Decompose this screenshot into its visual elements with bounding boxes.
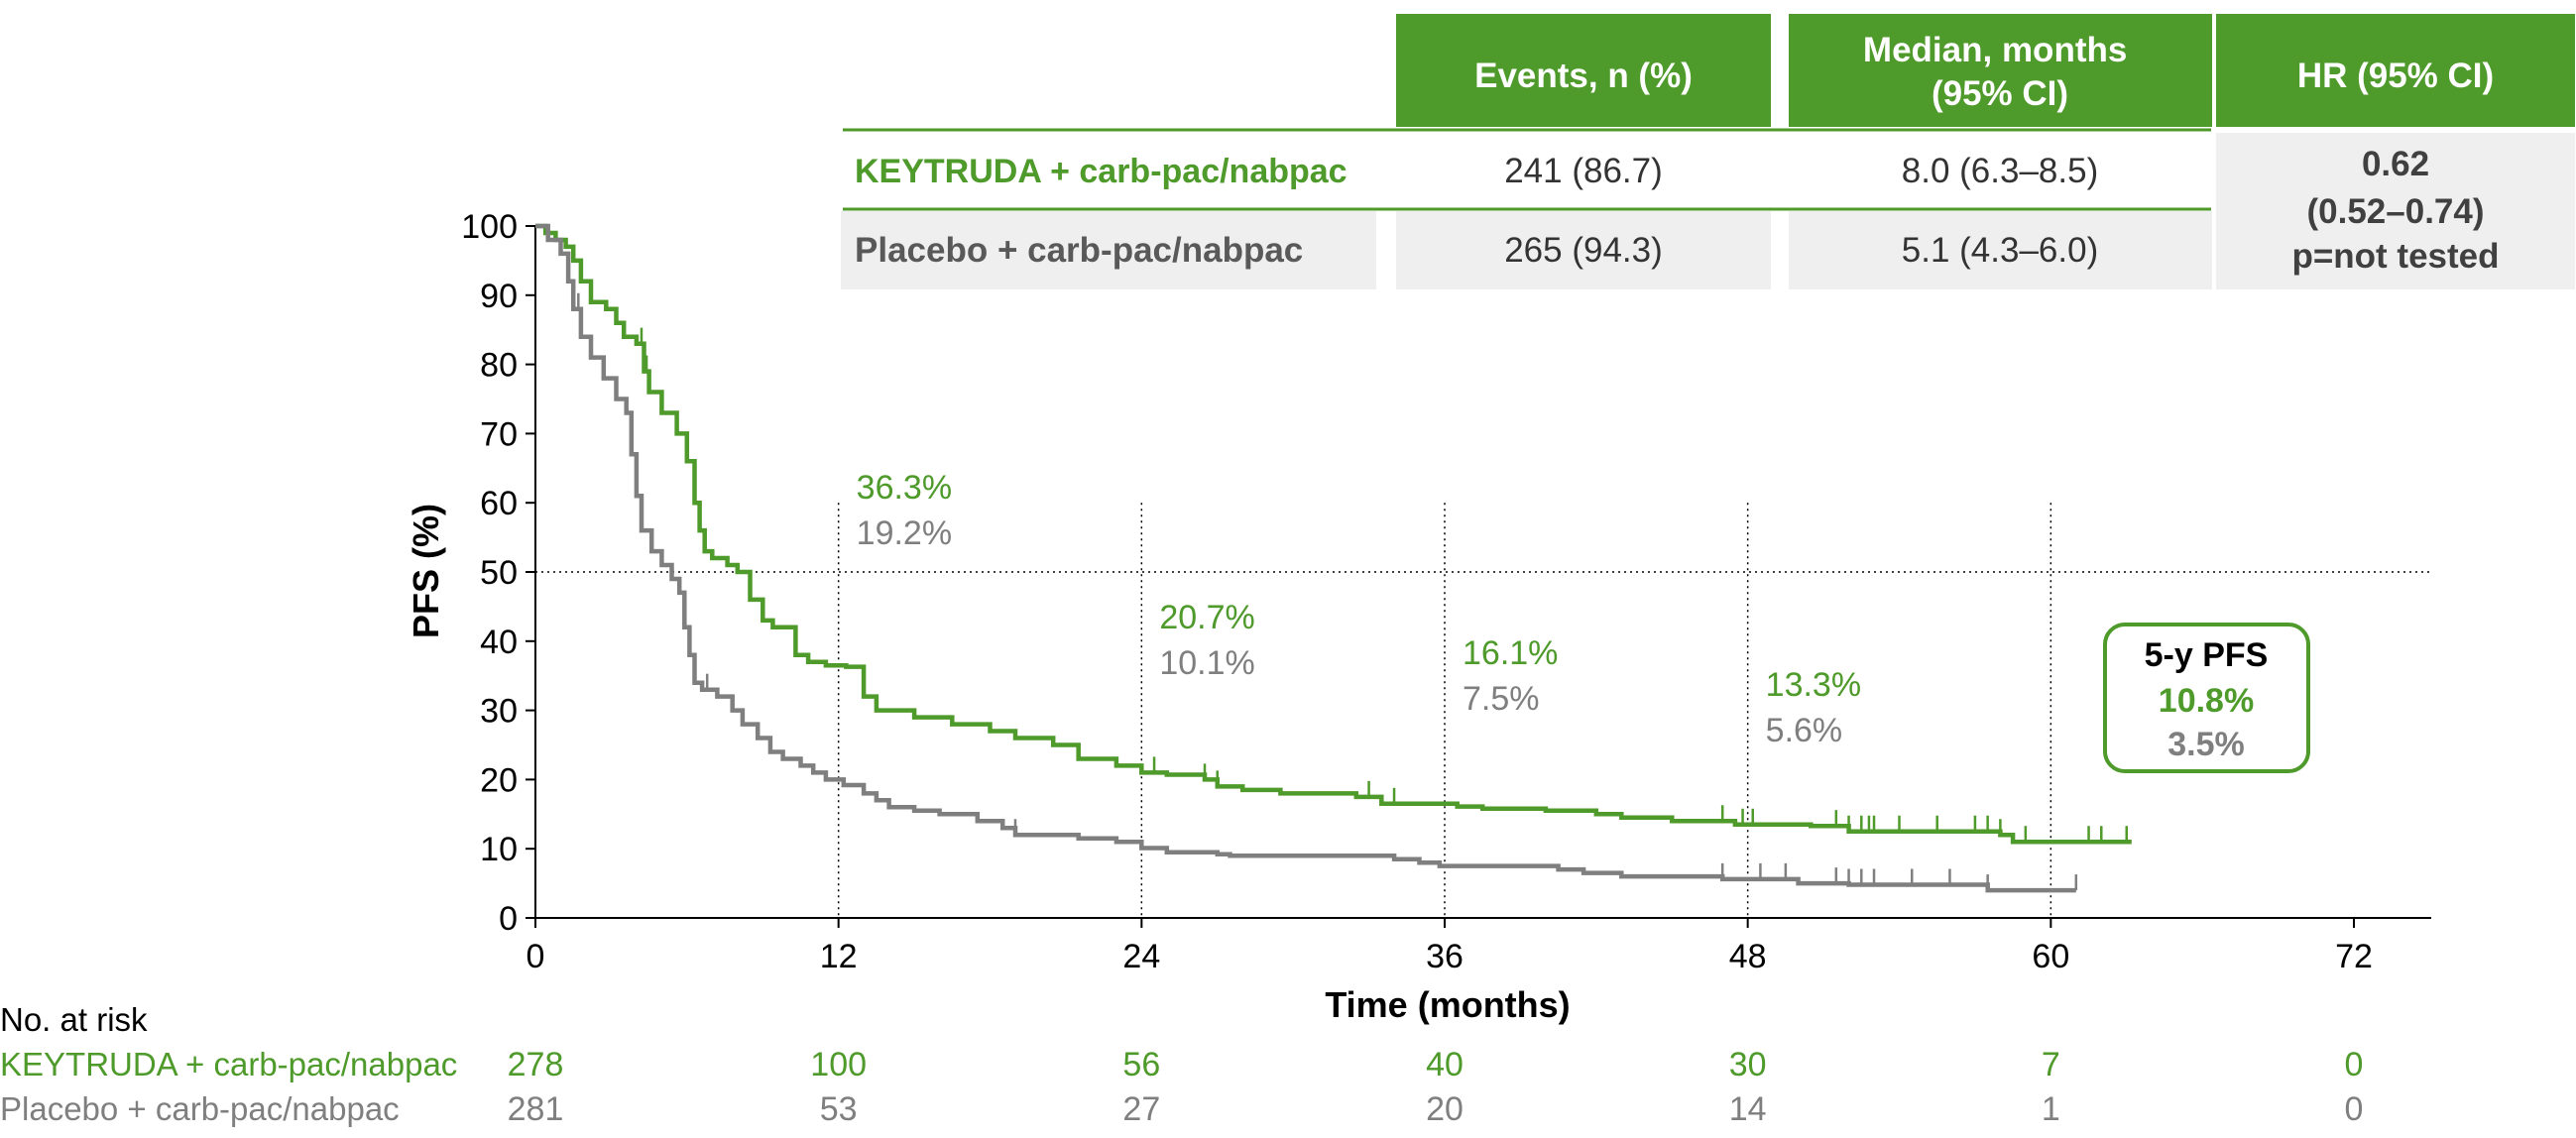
header-hr: HR (95% CI) bbox=[2297, 57, 2494, 95]
risk-value-keytruda: 100 bbox=[810, 1046, 867, 1083]
x-tick-label: 48 bbox=[1729, 938, 1767, 975]
header-median: Median, months (95% CI) bbox=[1863, 31, 2137, 113]
placebo-timepoint-label: 19.2% bbox=[857, 514, 952, 552]
header-median-bg bbox=[1789, 14, 2212, 127]
row-placebo-label: Placebo + carb-pac/nabpac bbox=[855, 231, 1303, 270]
risk-value-placebo: 20 bbox=[1426, 1090, 1464, 1128]
row-keytruda-events: 241 (86.7) bbox=[1504, 152, 1663, 190]
row-placebo-median: 5.1 (4.3–6.0) bbox=[1902, 231, 2098, 270]
risk-value-placebo: 281 bbox=[508, 1090, 564, 1128]
risk-title: No. at risk bbox=[0, 1001, 148, 1038]
y-tick-label: 20 bbox=[480, 761, 518, 799]
pfs-box-placebo: 3.5% bbox=[2167, 726, 2245, 763]
header-median-line2: (95% CI) bbox=[1932, 74, 2068, 113]
hr-cell-bg bbox=[2216, 133, 2575, 289]
five-year-pfs-box: 5-y PFS 10.8% 3.5% bbox=[2103, 623, 2310, 773]
risk-label-keytruda: KEYTRUDA + carb-pac/nabpac bbox=[0, 1046, 457, 1082]
hr-ci: (0.52–0.74) bbox=[2306, 192, 2484, 231]
y-tick-label: 80 bbox=[480, 347, 518, 385]
row-keytruda-label: KEYTRUDA + carb-pac/nabpac bbox=[855, 153, 1347, 190]
x-tick-label: 24 bbox=[1122, 938, 1160, 975]
placebo-timepoint-label: 5.6% bbox=[1766, 712, 1843, 749]
row-keytruda-median: 8.0 (6.3–8.5) bbox=[1902, 152, 2098, 190]
row-placebo-events: 265 (94.3) bbox=[1504, 231, 1663, 270]
header-events-bg bbox=[1396, 14, 1771, 127]
hr-p: p=not tested bbox=[2291, 237, 2499, 276]
y-tick-label: 90 bbox=[480, 278, 518, 315]
risk-value-placebo: 0 bbox=[2345, 1090, 2364, 1128]
placebo-row-bg-events bbox=[1396, 211, 1771, 289]
placebo-timepoint-label: 7.5% bbox=[1463, 680, 1540, 718]
y-tick-label: 60 bbox=[480, 485, 518, 522]
keytruda-timepoint-label: 36.3% bbox=[857, 469, 952, 507]
keytruda-timepoint-label: 13.3% bbox=[1766, 666, 1861, 704]
risk-label-placebo: Placebo + carb-pac/nabpac bbox=[0, 1090, 400, 1127]
header-events: Events, n (%) bbox=[1474, 57, 1693, 95]
placebo-timepoint-label: 10.1% bbox=[1159, 644, 1254, 682]
summary-table: Events, n (%) Median, months (95% CI) HR… bbox=[841, 14, 2575, 289]
x-tick-label: 36 bbox=[1426, 938, 1464, 975]
keytruda-timepoint-label: 16.1% bbox=[1463, 634, 1558, 672]
y-tick-label: 10 bbox=[480, 831, 518, 868]
axes: 0 10 20 30 40 50 60 70 80 90 100 0 12 24 36 48 60 72 bbox=[461, 208, 2431, 975]
risk-value-keytruda: 56 bbox=[1122, 1046, 1160, 1083]
y-tick-label: 70 bbox=[480, 415, 518, 453]
y-tick-label: 50 bbox=[480, 554, 518, 592]
y-tick-label: 40 bbox=[480, 624, 518, 661]
timepoint-annotations: 36.3% 19.2% 20.7% 10.1% 16.1% 7.5% 13.3% 5.6% bbox=[857, 469, 1861, 749]
risk-value-placebo: 27 bbox=[1122, 1090, 1160, 1128]
risk-value-placebo: 53 bbox=[820, 1090, 858, 1128]
x-tick-label: 60 bbox=[2032, 938, 2069, 975]
pfs-box-title: 5-y PFS bbox=[2145, 636, 2269, 674]
number-at-risk-table: No. at risk KEYTRUDA + carb-pac/nabpac P… bbox=[0, 1001, 2363, 1128]
risk-value-keytruda: 0 bbox=[2345, 1046, 2364, 1083]
curves bbox=[535, 223, 2132, 893]
y-axis-title: PFS (%) bbox=[406, 504, 446, 638]
y-tick-label: 30 bbox=[480, 693, 518, 731]
risk-value-placebo: 1 bbox=[2042, 1090, 2060, 1128]
x-tick-label: 72 bbox=[2335, 938, 2373, 975]
keytruda-survival-curve bbox=[535, 223, 2132, 845]
placebo-survival-curve bbox=[535, 223, 2076, 893]
header-hr-bg bbox=[2216, 14, 2575, 127]
risk-value-placebo: 14 bbox=[1729, 1090, 1767, 1128]
pfs-box-frame bbox=[2103, 623, 2310, 773]
placebo-row-bg-median bbox=[1789, 211, 2212, 289]
y-tick-label: 100 bbox=[461, 208, 518, 246]
header-median-line1: Median, months bbox=[1863, 31, 2127, 69]
hr-value: 0.62 bbox=[2362, 145, 2429, 183]
keytruda-timepoint-label: 20.7% bbox=[1159, 599, 1254, 636]
x-axis-title: Time (months) bbox=[1325, 984, 1570, 1025]
y-tick-label: 0 bbox=[499, 900, 518, 938]
risk-value-keytruda: 7 bbox=[2042, 1046, 2060, 1083]
risk-value-keytruda: 30 bbox=[1729, 1046, 1767, 1083]
placebo-row-bg-label bbox=[841, 211, 1376, 289]
x-tick-label: 12 bbox=[820, 938, 858, 975]
pfs-box-keytruda: 10.8% bbox=[2159, 682, 2254, 720]
risk-value-keytruda: 40 bbox=[1426, 1046, 1464, 1083]
x-tick-label: 0 bbox=[527, 938, 545, 975]
risk-value-keytruda: 278 bbox=[508, 1046, 564, 1083]
